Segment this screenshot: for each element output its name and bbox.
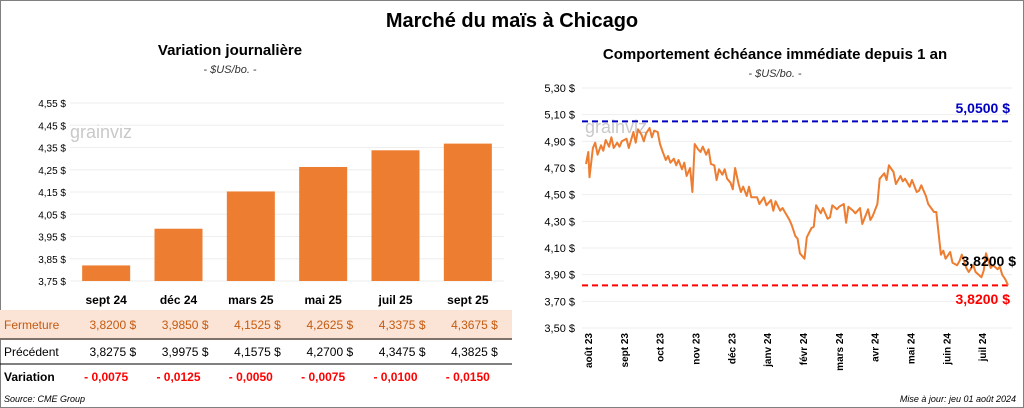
left-ytick-label: 3,85 $ [38, 255, 66, 266]
xtick-label: juin 24 [942, 333, 953, 366]
xtick-label: oct 23 [656, 333, 667, 362]
right-ytick-label: 4,90 $ [544, 136, 575, 148]
previous-value: 4,1575 $ [234, 345, 281, 359]
xtick-label: août 23 [584, 333, 595, 368]
right-watermark: grainviz [585, 117, 647, 137]
category-label: sept 24 [85, 293, 127, 307]
left-ytick-label: 3,75 $ [38, 277, 66, 288]
close-value: 3,9850 $ [162, 318, 209, 332]
right-ytick-label: 4,10 $ [544, 243, 575, 255]
left-chart-unit: - $US/bo. - [203, 64, 257, 76]
svg-text:mars 24: mars 24 [835, 333, 846, 371]
change-value: - 0,0150 [446, 370, 490, 384]
close-row-background [0, 310, 512, 340]
right-chart-title: Comportement échéance immédiate depuis 1… [602, 46, 948, 63]
svg-text:janv 24: janv 24 [763, 333, 774, 368]
source-note: Source: CME Group [4, 394, 86, 404]
svg-text:sept 23: sept 23 [620, 333, 631, 368]
svg-text:avr 24: avr 24 [871, 333, 882, 362]
bar-6 [443, 143, 492, 281]
right-ytick-label: 3,70 $ [544, 296, 575, 308]
xtick-label: janv 24 [763, 333, 774, 368]
left-ytick-label: 3,95 $ [38, 233, 66, 244]
right-chart-unit: - $US/bo. - [748, 68, 802, 80]
svg-text:févr 24: févr 24 [799, 333, 810, 366]
change-value: - 0,0075 [301, 370, 345, 384]
xtick-label: déc 23 [727, 333, 738, 365]
xtick-label: sept 23 [620, 333, 631, 368]
right-ytick-label: 5,30 $ [544, 83, 575, 95]
bar-5 [371, 150, 420, 281]
close-value: 3,8200 $ [89, 318, 136, 332]
left-watermark: grainviz [70, 122, 132, 142]
close-value: 4,3375 $ [379, 318, 426, 332]
change-value: - 0,0125 [156, 370, 200, 384]
xtick-label: mars 24 [835, 333, 846, 371]
svg-text:nov 23: nov 23 [692, 333, 703, 365]
svg-text:août 23: août 23 [584, 333, 595, 368]
page-title: Marché du maïs à Chicago [385, 10, 639, 32]
category-label: mars 25 [228, 293, 274, 307]
xtick-label: févr 24 [799, 333, 810, 366]
left-ytick-label: 4,45 $ [38, 121, 66, 132]
previous-value: 4,3475 $ [379, 345, 426, 359]
xtick-label: avr 24 [871, 333, 882, 362]
left-ytick-label: 4,05 $ [38, 210, 66, 221]
close-value: 4,1525 $ [234, 318, 281, 332]
close-row-label: Fermeture [4, 318, 60, 332]
xtick-label: nov 23 [692, 333, 703, 365]
svg-text:déc 23: déc 23 [727, 333, 738, 365]
previous-value: 4,2700 $ [306, 345, 353, 359]
high-line-label: 5,0500 $ [956, 100, 1011, 116]
svg-text:mai 24: mai 24 [907, 333, 918, 365]
left-ytick-label: 4,55 $ [38, 99, 66, 110]
previous-value: 3,8275 $ [89, 345, 136, 359]
change-value: - 0,0050 [229, 370, 273, 384]
change-value: - 0,0075 [84, 370, 128, 384]
price-series-line [585, 127, 1009, 286]
last-value-label: 3,8200 $ [962, 253, 1017, 269]
right-ytick-label: 3,90 $ [544, 270, 575, 282]
previous-row-label: Précédent [4, 345, 59, 359]
bar-2 [154, 228, 203, 281]
change-value: - 0,0100 [373, 370, 417, 384]
previous-value: 4,3825 $ [451, 345, 498, 359]
left-bar-chart: grainviz 3,75 $ 3,85 $ 3,95 $ 4,05 $ 4,15 $ 4… [0, 99, 512, 384]
bar-3 [226, 191, 275, 281]
right-ytick-label: 4,50 $ [544, 190, 575, 202]
category-label: mai 25 [304, 293, 342, 307]
close-value: 4,3675 $ [451, 318, 498, 332]
low-line-label: 3,8200 $ [956, 291, 1011, 307]
category-label: juil 25 [377, 293, 412, 307]
left-ytick-label: 4,15 $ [38, 188, 66, 199]
right-ytick-label: 4,70 $ [544, 163, 575, 175]
right-ytick-label: 5,10 $ [544, 110, 575, 122]
right-ytick-label: 3,50 $ [544, 323, 575, 335]
left-ytick-label: 4,35 $ [38, 144, 66, 155]
bar-4 [299, 166, 348, 281]
previous-value: 3,9975 $ [162, 345, 209, 359]
close-value: 4,2625 $ [306, 318, 353, 332]
bar-1 [82, 265, 131, 281]
left-chart-title: Variation journalière [157, 42, 303, 59]
svg-text:juin 24: juin 24 [942, 333, 953, 366]
xtick-label: mai 24 [907, 333, 918, 365]
category-label: sept 25 [447, 293, 489, 307]
svg-text:juil 24: juil 24 [978, 333, 989, 363]
category-label: déc 24 [160, 293, 198, 307]
svg-text:oct 23: oct 23 [656, 333, 667, 362]
right-ytick-label: 4,30 $ [544, 216, 575, 228]
change-row-label: Variation [4, 370, 55, 384]
left-ytick-label: 4,25 $ [38, 166, 66, 177]
xtick-label: juil 24 [978, 333, 989, 363]
updated-note: Mise à jour: jeu 01 août 2024 [899, 394, 1016, 404]
